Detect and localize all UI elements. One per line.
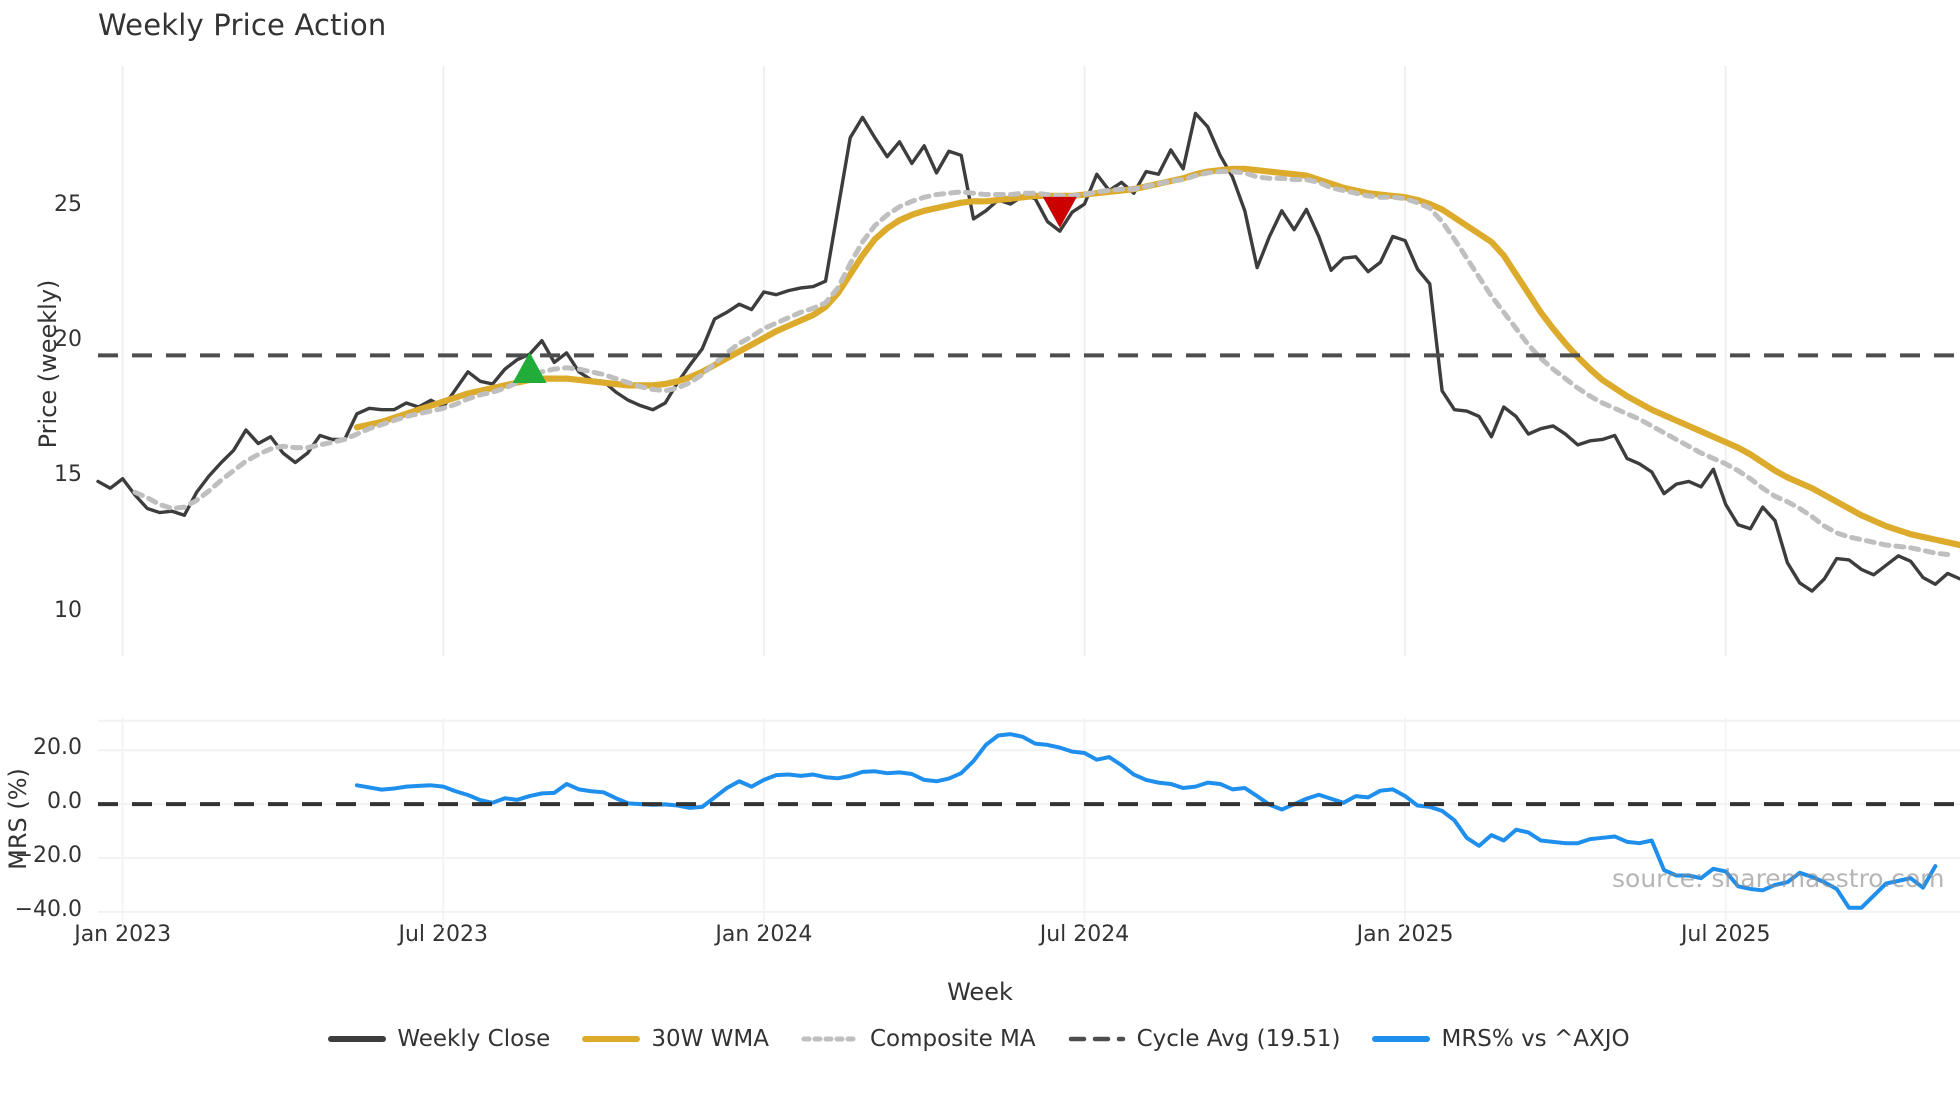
legend-swatch-icon bbox=[1372, 1029, 1431, 1049]
legend-swatch-icon bbox=[328, 1029, 387, 1049]
sell-marker-icon bbox=[1042, 196, 1077, 228]
legend-label: Cycle Avg (19.51) bbox=[1136, 1026, 1341, 1052]
chart-legend: Weekly Close 30W WMA Composite MA Cycle Avg… bbox=[0, 1026, 1960, 1052]
legend-swatch-icon bbox=[801, 1029, 859, 1049]
series-line-composite-ma bbox=[132, 169, 1951, 558]
legend-item[interactable]: Composite MA bbox=[801, 1026, 1036, 1052]
price-y-tick: 25 bbox=[54, 191, 82, 217]
legend-item[interactable]: Cycle Avg (19.51) bbox=[1068, 1026, 1341, 1052]
legend-swatch-icon bbox=[582, 1029, 641, 1049]
mrs-y-tick: −40.0 bbox=[14, 896, 82, 922]
x-axis-label: Week bbox=[947, 978, 1013, 1006]
legend-label: 30W WMA bbox=[651, 1026, 769, 1052]
chart-title: Weekly Price Action bbox=[98, 8, 387, 42]
price-y-tick: 10 bbox=[54, 597, 82, 623]
price-y-tick: 15 bbox=[54, 462, 82, 488]
mrs-y-tick: 0.0 bbox=[47, 789, 82, 815]
legend-item[interactable]: MRS% vs ^AXJO bbox=[1372, 1026, 1630, 1052]
mrs-y-tick: 20.0 bbox=[33, 735, 82, 761]
legend-label: Composite MA bbox=[869, 1026, 1036, 1052]
legend-swatch-icon bbox=[1068, 1029, 1125, 1049]
price-y-tick: 20 bbox=[54, 327, 82, 353]
legend-label: MRS% vs ^AXJO bbox=[1441, 1026, 1630, 1052]
mrs-y-tick: −20.0 bbox=[14, 843, 82, 868]
legend-label: Weekly Close bbox=[397, 1026, 551, 1052]
legend-item[interactable]: 30W WMA bbox=[582, 1026, 769, 1052]
buy-marker-icon bbox=[512, 352, 547, 384]
series-line-mrs-vs-axjo bbox=[354, 732, 1938, 910]
legend-item[interactable]: Weekly Close bbox=[328, 1026, 551, 1052]
source-watermark: source: sharemaestro.com bbox=[1612, 864, 1945, 893]
